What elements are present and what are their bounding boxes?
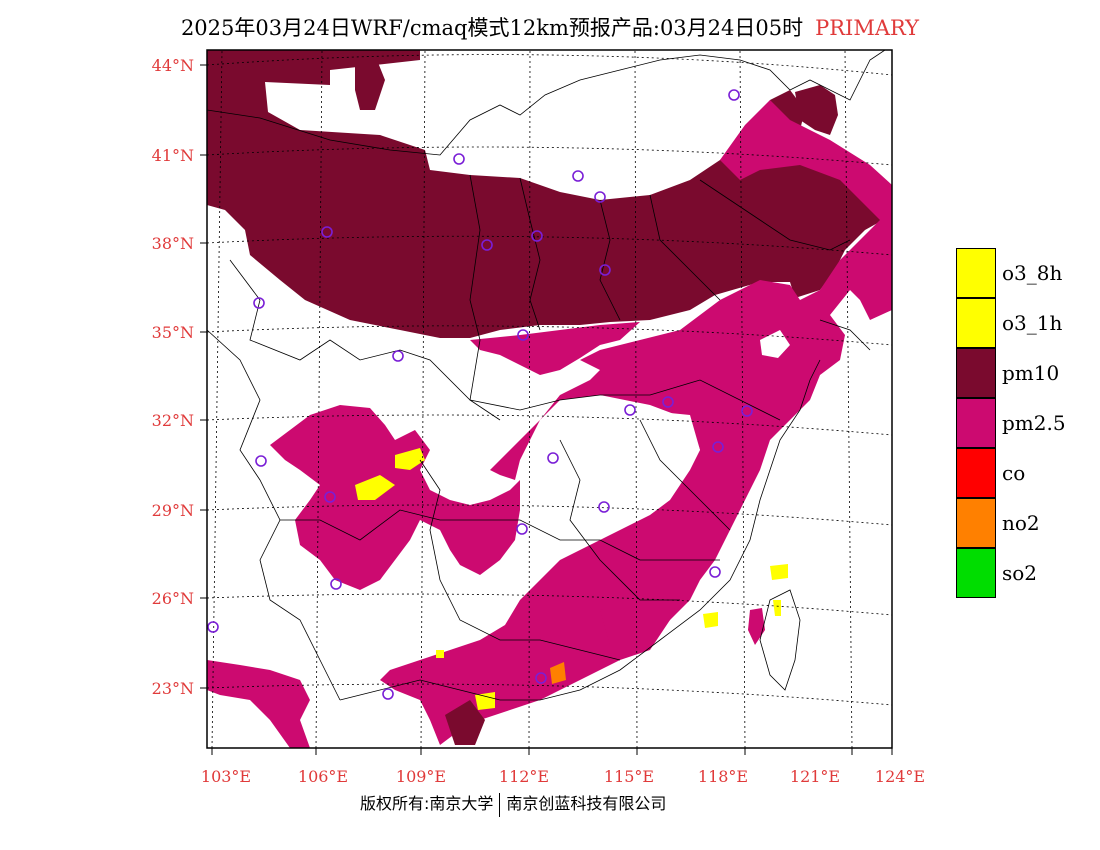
pm10-south-patch <box>445 700 485 745</box>
lat-label: 35°N <box>152 323 194 342</box>
copyright-right: 南京创蓝科技有限公司 <box>506 794 667 813</box>
legend-item-no2: no2 <box>956 498 1096 548</box>
o3-patch-a <box>395 448 425 470</box>
legend-label: pm2.5 <box>1002 411 1066 435</box>
o3-patch-b <box>355 475 395 500</box>
o3-patch-d <box>770 564 788 580</box>
legend-label: o3_1h <box>1002 311 1063 335</box>
station-marker <box>741 405 753 417</box>
footer-divider <box>499 792 501 817</box>
legend-item-pm25: pm2.5 <box>956 398 1096 448</box>
station-marker <box>207 621 219 633</box>
lon-label: 115°E <box>604 767 654 786</box>
lon-label: 106°E <box>298 767 348 786</box>
pm25-southwest-region <box>270 405 520 590</box>
copyright-left: 版权所有:南京大学 <box>360 794 494 813</box>
station-marker <box>321 226 333 238</box>
legend-item-co: co <box>956 448 1096 498</box>
station-markers <box>207 89 753 700</box>
pm10-region <box>207 50 892 338</box>
station-marker <box>662 396 674 408</box>
station-marker <box>453 153 465 165</box>
o3-patch-g <box>773 600 781 616</box>
lat-label: 44°N <box>152 56 194 75</box>
title-main: 2025年03月24日WRF/cmaq模式12km预报产品:03月24日05时 <box>180 16 804 40</box>
legend-label: co <box>1002 461 1026 485</box>
lat-label: 29°N <box>152 501 194 520</box>
station-marker <box>572 170 584 182</box>
axis-ticks <box>200 64 893 755</box>
pm25-south-region <box>207 660 310 748</box>
lon-label: 118°E <box>698 767 748 786</box>
station-marker <box>324 491 336 503</box>
legend-item-so2: so2 <box>956 548 1096 598</box>
o3-patch-f <box>436 650 444 658</box>
title-tag: PRIMARY <box>815 16 920 40</box>
lat-label: 32°N <box>152 411 194 430</box>
copyright-footer: 版权所有:南京大学 南京创蓝科技有限公司 <box>360 790 666 817</box>
lat-label: 23°N <box>152 679 194 698</box>
map-area <box>207 50 892 748</box>
station-marker <box>709 566 721 578</box>
lon-label: 109°E <box>396 767 446 786</box>
legend-label: no2 <box>1002 511 1040 535</box>
station-marker <box>598 501 610 513</box>
station-marker <box>594 191 606 203</box>
station-marker <box>330 578 342 590</box>
lat-labels: 44°N 41°N 38°N 35°N 32°N 29°N 26°N 23°N <box>152 56 194 698</box>
legend-swatch <box>956 248 996 298</box>
legend-label: so2 <box>1002 561 1038 585</box>
legend-item-o3-1h: o3_1h <box>956 298 1096 348</box>
station-marker <box>516 523 528 535</box>
station-marker <box>535 672 547 684</box>
map-frame <box>206 49 893 749</box>
station-marker <box>253 297 265 309</box>
lon-labels: 103°E 106°E 109°E 112°E 115°E 118°E 121°… <box>201 767 925 786</box>
lat-label: 38°N <box>152 234 194 253</box>
station-marker <box>531 230 543 242</box>
station-marker <box>624 404 636 416</box>
pm10-ne-patch <box>795 85 838 135</box>
legend-swatch <box>956 398 996 448</box>
boundaries <box>207 50 886 701</box>
legend-item-o3-8h: o3_8h <box>956 248 1096 298</box>
station-marker <box>255 455 267 467</box>
legend-swatch <box>956 448 996 498</box>
lat-label: 26°N <box>152 589 194 608</box>
lon-label: 112°E <box>499 767 549 786</box>
lon-label: 121°E <box>790 767 840 786</box>
lat-label: 41°N <box>152 146 194 165</box>
legend-swatch <box>956 348 996 398</box>
station-marker <box>481 239 493 251</box>
pollutant-legend: o3_8h o3_1h pm10 pm2.5 co no2 so2 <box>956 248 1096 598</box>
o3-patch-c <box>475 692 495 710</box>
legend-swatch <box>956 548 996 598</box>
legend-swatch <box>956 498 996 548</box>
pm25-coast-region <box>600 590 680 650</box>
station-marker <box>517 329 529 341</box>
o3-patch-e <box>703 612 718 628</box>
lon-label: 124°E <box>875 767 925 786</box>
station-marker <box>392 350 404 362</box>
legend-label: pm10 <box>1002 361 1060 385</box>
legend-swatch <box>956 298 996 348</box>
station-marker <box>382 688 394 700</box>
station-marker <box>728 89 740 101</box>
station-marker <box>712 441 724 453</box>
pm25-central-region <box>470 322 640 375</box>
lon-label: 103°E <box>201 767 251 786</box>
no2-patch <box>550 662 566 684</box>
pm25-patch-b <box>748 608 765 645</box>
station-marker <box>547 452 559 464</box>
legend-label: o3_8h <box>1002 261 1063 285</box>
clean-gap-a <box>590 410 700 490</box>
map-title: 2025年03月24日WRF/cmaq模式12km预报产品:03月24日05时 P… <box>0 12 1100 42</box>
pm10-nw-patch <box>355 55 385 110</box>
station-marker <box>599 264 611 276</box>
legend-item-pm10: pm10 <box>956 348 1096 398</box>
